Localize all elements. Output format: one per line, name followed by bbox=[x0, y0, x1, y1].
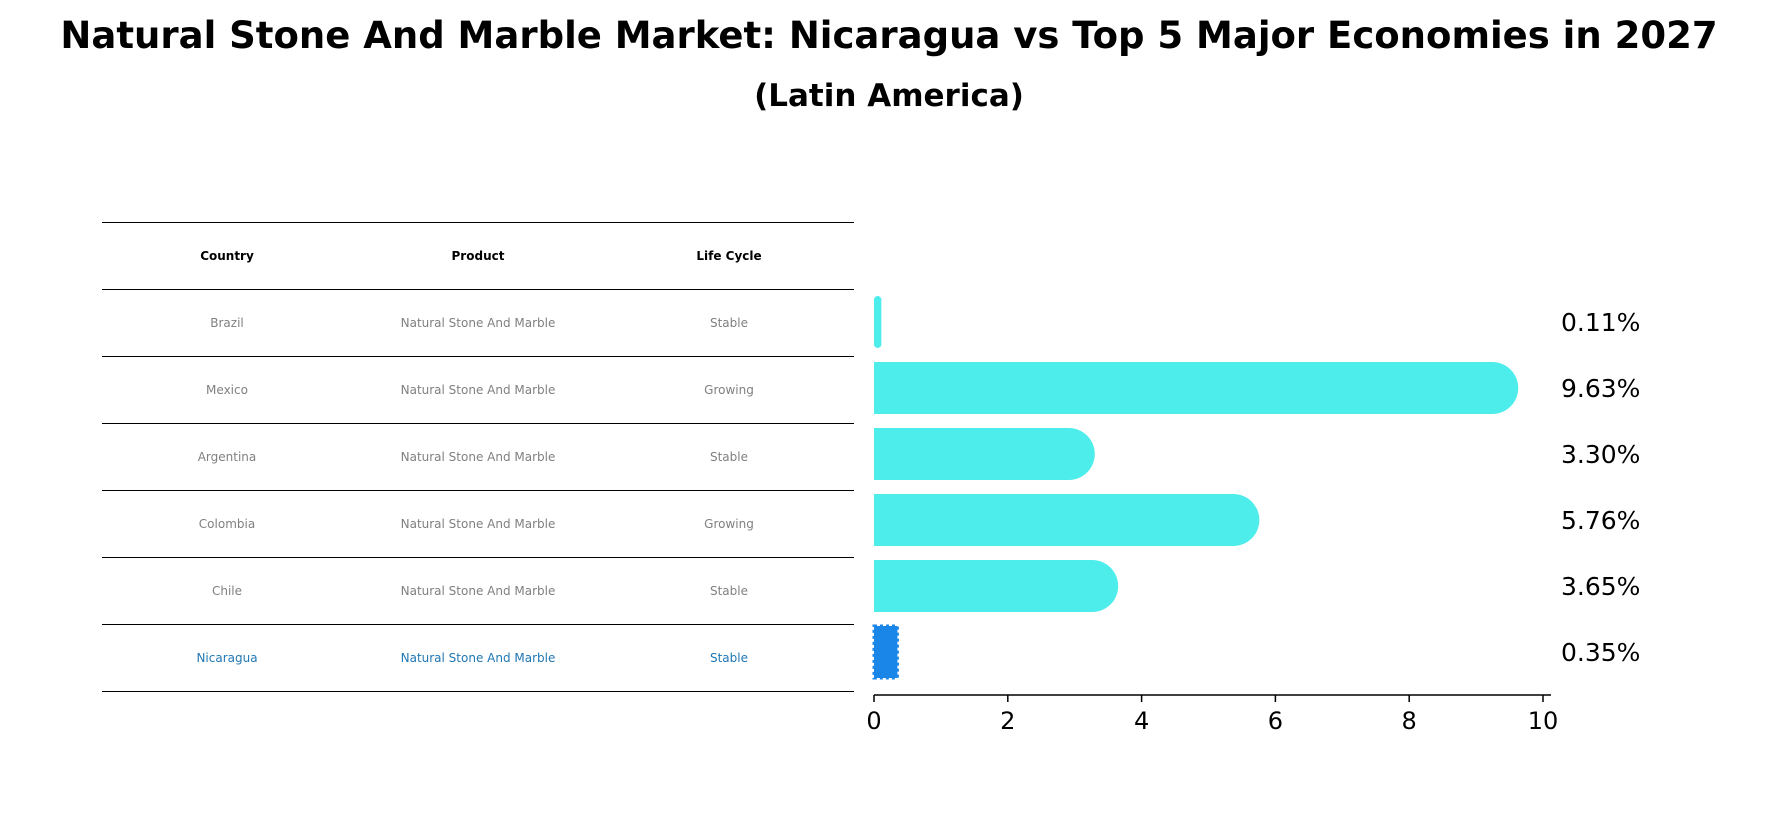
value-label: 3.30% bbox=[1561, 440, 1640, 469]
bar-mexico bbox=[874, 362, 1519, 414]
bar-nicaragua bbox=[872, 624, 899, 680]
cell-country: Argentina bbox=[197, 450, 257, 464]
cell-life-cycle: Stable bbox=[709, 316, 748, 330]
cell-life-cycle: Stable bbox=[709, 584, 748, 598]
cell-life-cycle: Stable bbox=[709, 450, 748, 464]
table-row: Mexico Natural Stone And Marble Growing bbox=[102, 357, 854, 424]
x-tick-label: 10 bbox=[1528, 707, 1559, 735]
cell-life-cycle: Growing bbox=[704, 383, 754, 397]
x-tick-label: 0 bbox=[866, 707, 881, 735]
cell-country: Nicaragua bbox=[196, 651, 258, 665]
value-label: 9.63% bbox=[1561, 374, 1640, 403]
bar-brazil bbox=[874, 296, 882, 348]
value-label: 5.76% bbox=[1561, 506, 1640, 535]
header-life-cycle: Life Cycle bbox=[696, 249, 762, 263]
chart-subtitle: (Latin America) bbox=[754, 78, 1024, 114]
data-table: Country Product Life Cycle Brazil Natura… bbox=[102, 222, 854, 692]
cell-product: Natural Stone And Marble bbox=[400, 383, 556, 397]
value-label: 3.65% bbox=[1561, 572, 1640, 601]
cell-product: Natural Stone And Marble bbox=[400, 517, 556, 531]
table-row: Colombia Natural Stone And Marble Growin… bbox=[102, 491, 854, 558]
table-row: Argentina Natural Stone And Marble Stabl… bbox=[102, 424, 854, 491]
cell-product: Natural Stone And Marble bbox=[400, 450, 556, 464]
cell-country: Colombia bbox=[198, 517, 256, 531]
header-country: Country bbox=[200, 249, 254, 263]
table-row: Chile Natural Stone And Marble Stable bbox=[102, 558, 854, 625]
chart-title: Natural Stone And Marble Market: Nicarag… bbox=[60, 14, 1718, 57]
cell-life-cycle: Growing bbox=[704, 517, 754, 531]
x-tick-label: 2 bbox=[1000, 707, 1015, 735]
table-row-highlighted: Nicaragua Natural Stone And Marble Stabl… bbox=[102, 625, 854, 692]
cell-country: Chile bbox=[211, 584, 243, 598]
cell-product: Natural Stone And Marble bbox=[400, 316, 556, 330]
header-product: Product bbox=[451, 249, 505, 263]
x-tick-label: 4 bbox=[1134, 707, 1149, 735]
cell-country: Brazil bbox=[210, 316, 244, 330]
cell-country: Mexico bbox=[206, 383, 248, 397]
table-row: Brazil Natural Stone And Marble Stable bbox=[102, 290, 854, 357]
value-label: 0.35% bbox=[1561, 638, 1640, 667]
value-label: 0.11% bbox=[1561, 308, 1640, 337]
cell-product: Natural Stone And Marble bbox=[400, 584, 556, 598]
table-header-row: Country Product Life Cycle bbox=[102, 222, 854, 290]
bar-chile bbox=[874, 560, 1119, 612]
bar-colombia bbox=[874, 494, 1260, 546]
bar-argentina bbox=[874, 428, 1095, 480]
cell-product: Natural Stone And Marble bbox=[400, 651, 556, 665]
cell-life-cycle: Stable bbox=[709, 651, 748, 665]
x-tick-label: 8 bbox=[1402, 707, 1417, 735]
x-tick-label: 6 bbox=[1268, 707, 1283, 735]
